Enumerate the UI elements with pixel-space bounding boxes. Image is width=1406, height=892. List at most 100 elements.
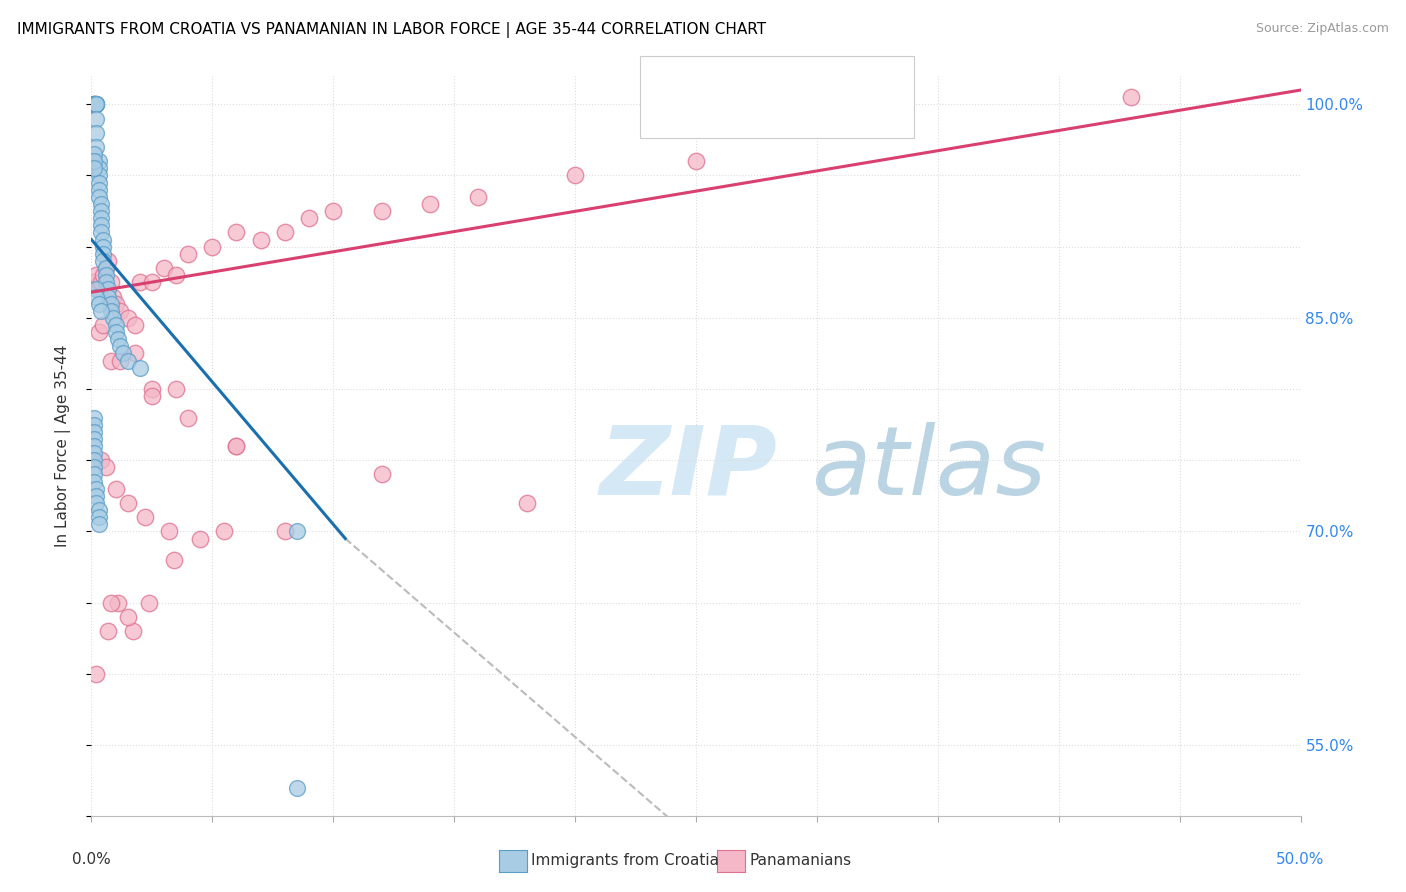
Point	[83, 97, 105, 112]
Point	[110, 353, 132, 368]
Point	[117, 353, 139, 368]
Point	[90, 275, 112, 289]
Point	[165, 268, 187, 282]
Point	[225, 439, 247, 453]
Point	[87, 176, 110, 190]
Point	[90, 453, 112, 467]
Point	[90, 219, 112, 233]
Point	[101, 310, 124, 325]
Point	[83, 453, 105, 467]
Point	[87, 296, 110, 310]
Point	[83, 439, 105, 453]
Point	[93, 268, 115, 282]
Point	[87, 503, 110, 517]
Point	[97, 624, 120, 639]
Point	[141, 275, 163, 289]
Point	[93, 233, 115, 247]
Text: 0.350: 0.350	[735, 112, 789, 128]
Point	[84, 666, 107, 681]
Point	[201, 240, 224, 254]
Point	[84, 112, 107, 126]
Point	[214, 524, 236, 539]
Point	[83, 446, 105, 460]
Point	[83, 460, 105, 475]
Point	[153, 260, 176, 275]
Point	[138, 596, 160, 610]
Text: Panamanians: Panamanians	[749, 854, 852, 868]
Point	[225, 439, 247, 453]
Text: R =: R =	[688, 71, 721, 87]
Point	[83, 97, 105, 112]
Point	[100, 275, 122, 289]
Point	[87, 325, 110, 339]
Point	[94, 268, 117, 282]
Point	[83, 475, 105, 489]
Point	[93, 240, 115, 254]
Point	[117, 310, 139, 325]
Point	[97, 289, 120, 303]
Point	[97, 254, 120, 268]
Point	[285, 780, 308, 795]
Point	[141, 382, 163, 396]
Point	[83, 432, 105, 446]
Point	[104, 296, 127, 310]
Point	[83, 97, 105, 112]
Point	[298, 211, 321, 226]
Point	[101, 289, 124, 303]
Point	[84, 282, 107, 296]
Point	[117, 610, 139, 624]
Point	[83, 467, 105, 482]
Point	[564, 169, 586, 183]
Text: IMMIGRANTS FROM CROATIA VS PANAMANIAN IN LABOR FORCE | AGE 35-44 CORRELATION CHA: IMMIGRANTS FROM CROATIA VS PANAMANIAN IN…	[17, 22, 766, 38]
Point	[104, 325, 127, 339]
Point	[162, 553, 184, 567]
Point	[83, 97, 105, 112]
Point	[124, 346, 146, 360]
Point	[94, 260, 117, 275]
Point	[419, 197, 441, 211]
Point	[90, 226, 112, 240]
Point	[93, 318, 115, 332]
Point	[177, 410, 200, 425]
Point	[84, 489, 107, 503]
Point	[107, 332, 129, 346]
Point	[274, 226, 297, 240]
Point	[285, 524, 308, 539]
Point	[467, 190, 489, 204]
Point	[124, 318, 146, 332]
Point	[370, 467, 392, 482]
Text: atlas: atlas	[811, 422, 1046, 515]
Point	[104, 318, 127, 332]
Point	[274, 524, 297, 539]
Point	[83, 97, 105, 112]
Point	[90, 303, 112, 318]
Point	[87, 169, 110, 183]
Point	[84, 289, 107, 303]
Point	[87, 154, 110, 169]
Point	[84, 140, 107, 154]
Point	[188, 532, 211, 546]
Point	[97, 282, 120, 296]
Point	[87, 510, 110, 524]
Point	[83, 410, 105, 425]
Point	[110, 339, 132, 353]
Point	[87, 282, 110, 296]
Point	[83, 154, 105, 169]
Point	[84, 97, 107, 112]
Point	[90, 204, 112, 219]
Point	[165, 382, 187, 396]
Point	[83, 97, 105, 112]
Point	[90, 211, 112, 226]
Point	[84, 482, 107, 496]
Point	[84, 97, 107, 112]
Point	[83, 97, 105, 112]
Point	[87, 190, 110, 204]
Point	[128, 360, 150, 375]
Point	[100, 303, 122, 318]
Point	[111, 346, 134, 360]
Point	[100, 596, 122, 610]
Point	[83, 275, 105, 289]
Point	[84, 97, 107, 112]
Point	[104, 482, 127, 496]
Point	[83, 425, 105, 439]
